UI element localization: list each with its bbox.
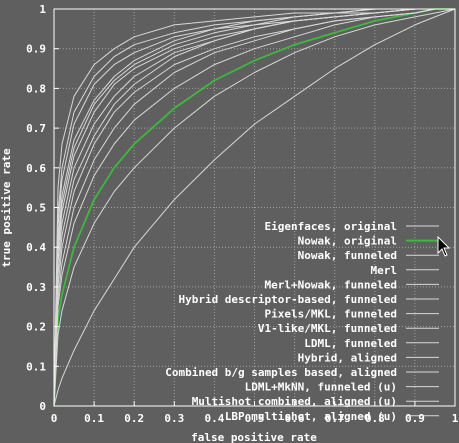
- x-tick-label: 0.5: [245, 412, 265, 425]
- legend-entry-label: Eigenfaces, original: [265, 220, 397, 233]
- legend-entry-label: Nowak, original: [298, 235, 397, 248]
- x-axis-label: false positive rate: [191, 431, 317, 443]
- x-tick-label: 0.6: [285, 412, 305, 425]
- series-line-0: [53, 8, 456, 407]
- legend-entry-label: Hybrid, aligned: [298, 351, 397, 364]
- legend-entry-label: Nowak, funneled: [298, 249, 397, 262]
- legend-entry-label: LDML, funneled: [304, 337, 397, 350]
- mouse-cursor-icon: [437, 236, 451, 257]
- x-tick-label: 0.2: [124, 412, 144, 425]
- y-tick-label: 0: [39, 400, 46, 413]
- series-lines: [53, 8, 456, 407]
- x-tick-label: 0.3: [164, 412, 184, 425]
- legend-entry-label: Hybrid descriptor-based, funneled: [178, 293, 397, 306]
- x-ticks: 0 0.1 0.2 0.3 0.4 0.5 0.6 0.7 0.8 0.9 1: [51, 401, 459, 425]
- series-line-6: [53, 8, 455, 407]
- x-tick-label: 0.9: [405, 412, 425, 425]
- y-tick-label: 0.4: [26, 241, 46, 254]
- legend-entry-label: Combined b/g samples based, aligned: [165, 366, 397, 379]
- y-tick-label: 0.9: [26, 43, 46, 56]
- legend-entry-label: V1-like/MKL, funneled: [258, 322, 397, 335]
- series-line-1: [53, 8, 455, 407]
- x-tick-label: 0: [51, 412, 58, 425]
- y-axis-label: true positive rate: [0, 148, 13, 268]
- grid: [54, 9, 455, 406]
- y-tick-label: 0.7: [26, 122, 46, 135]
- legend-entry-label: LBP multishot, aligned (u): [225, 410, 397, 423]
- y-tick-label: 0.3: [26, 281, 46, 294]
- legend-entry-label: Merl: [371, 264, 398, 277]
- legend-entry-label: Pixels/MKL, funneled: [265, 308, 397, 321]
- x-tick-label: 1: [452, 412, 459, 425]
- y-tick-label: 0.1: [26, 360, 46, 373]
- y-tick-label: 0.2: [26, 321, 46, 334]
- legend-entry-label: Merl+Nowak, funneled: [265, 278, 397, 291]
- y-tick-label: 1: [39, 3, 46, 16]
- y-tick-label: 0.5: [26, 202, 46, 215]
- x-tick-label: 0.1: [84, 412, 104, 425]
- x-tick-label: 0.8: [365, 412, 385, 425]
- x-tick-label: 0.7: [325, 412, 345, 425]
- x-tick-label: 0.4: [204, 412, 224, 425]
- y-tick-label: 0.8: [26, 82, 46, 95]
- series-line-13: [53, 8, 455, 407]
- y-tick-label: 0.6: [26, 162, 46, 175]
- series-line-3: [53, 8, 456, 407]
- y-ticks: 0 0.1 0.2 0.3 0.4 0.5 0.6 0.7 0.8 0.9 1: [26, 3, 59, 413]
- legend-entry-label: LDML+MkNN, funneled (u): [245, 381, 397, 394]
